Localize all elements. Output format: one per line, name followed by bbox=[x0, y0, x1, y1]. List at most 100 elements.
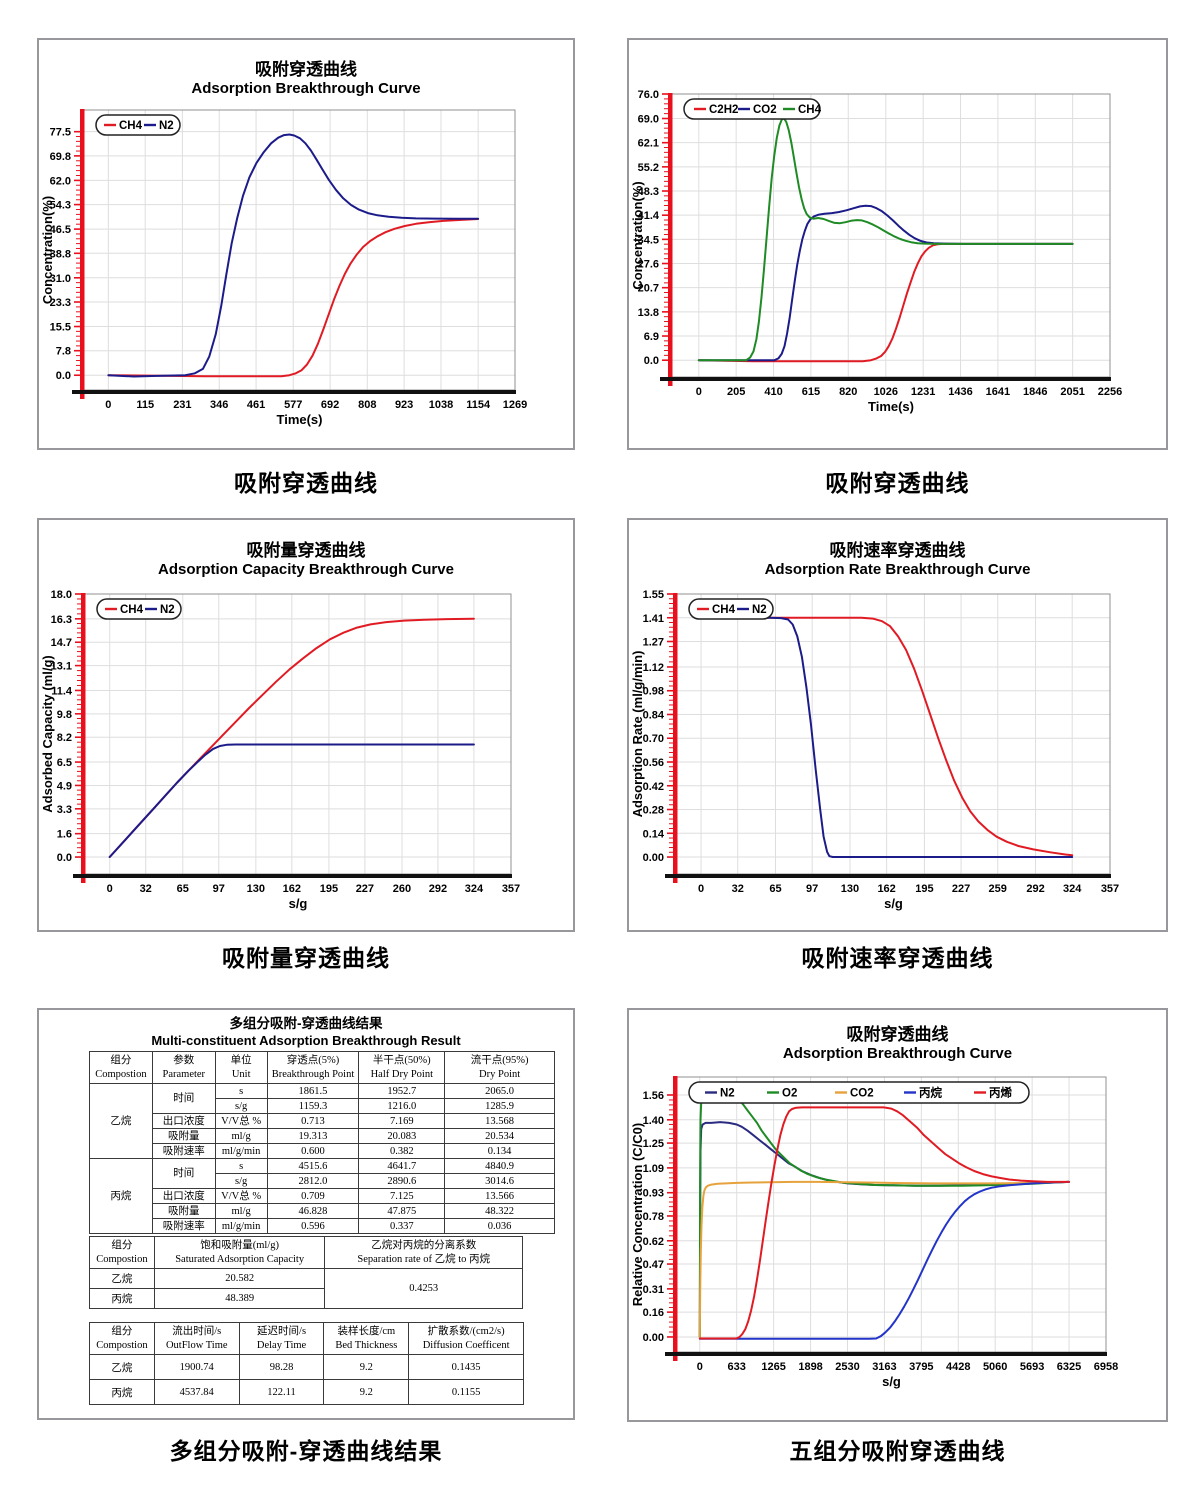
x-axis-label: Time(s) bbox=[868, 399, 914, 414]
legend-label-N2: N2 bbox=[752, 604, 767, 616]
chart-text: 260 bbox=[393, 883, 411, 895]
table-cell: 122.11 bbox=[238, 1379, 325, 1406]
table-cell: ml/g/min bbox=[214, 1218, 268, 1235]
chart-text: 4428 bbox=[946, 1361, 970, 1373]
gridlines bbox=[672, 93, 1111, 377]
adsorption-breakthrough-chart-ch4-n2: 0.0 7.8 15.5 23.3 31.0 38.8 46.5 54.3 62.0 69.8 77… bbox=[40, 59, 527, 427]
table-cell: 1861.5 bbox=[266, 1083, 360, 1100]
chart-title-zh: 吸附速率穿透曲线 bbox=[830, 540, 966, 560]
chart-text: 0.31 bbox=[643, 1284, 664, 1296]
chart-text: 227 bbox=[952, 883, 970, 895]
five-component-breakthrough-chart: 0.00 0.16 0.31 0.47 0.62 0.78 0.93 1.09 1.25 1.40… bbox=[630, 1024, 1118, 1389]
chart-text: 0.00 bbox=[643, 1332, 664, 1344]
chart-title-zh: 吸附量穿透曲线 bbox=[247, 540, 366, 560]
legend: CH4 N2 bbox=[96, 598, 182, 620]
table-cell: 1952.7 bbox=[358, 1083, 446, 1100]
table-cell: 丙烷 bbox=[89, 1288, 155, 1310]
chart-text: 130 bbox=[247, 883, 265, 895]
legend-label-CH4: CH4 bbox=[119, 120, 143, 132]
chart-text: 162 bbox=[283, 883, 301, 895]
gridlines bbox=[677, 1077, 1107, 1352]
chart-text: 357 bbox=[1101, 883, 1119, 895]
chart-text: 0.62 bbox=[643, 1236, 664, 1248]
plot-border bbox=[676, 1076, 1107, 1353]
table-cell: 48.322 bbox=[444, 1203, 555, 1220]
table-cell: 丙烷 bbox=[89, 1379, 155, 1406]
adsorption-capacity-chart: 0.0 1.6 3.3 4.9 6.5 8.2 9.8 11.4 13.1 14.7 16.3 18.… bbox=[40, 540, 520, 911]
chart-text: 1231 bbox=[911, 386, 935, 398]
chart-text: 1.25 bbox=[643, 1138, 664, 1150]
result-table: 组分 Compostion 参数 Parameter 单位 Unit 穿透点(5%) Brea… bbox=[89, 1050, 555, 1235]
chart-text: 1846 bbox=[1023, 386, 1047, 398]
table-cell: 4515.6 bbox=[266, 1158, 360, 1175]
table-row: 乙烷 20.582 0.4253 bbox=[89, 1268, 523, 1310]
chart-text: 2051 bbox=[1060, 386, 1084, 398]
table-cell: 9.2 bbox=[323, 1354, 410, 1381]
chart-text: 1436 bbox=[948, 386, 972, 398]
chart-title-zh: 吸附穿透曲线 bbox=[847, 1024, 949, 1044]
chart-text: 1.27 bbox=[643, 637, 664, 649]
table-cell: 0.337 bbox=[358, 1218, 446, 1235]
table-cell: 吸附量 bbox=[151, 1203, 216, 1220]
series-N2 bbox=[107, 133, 480, 378]
table-cell: 吸附速率 bbox=[151, 1143, 216, 1160]
adsorption-breakthrough-chart-c2h2-co2-ch4: 0.0 6.9 13.8 20.7 27.6 34.5 41.4 48.3 55.2 62.1 69… bbox=[630, 89, 1122, 414]
table-header-cell: 单位 Unit bbox=[214, 1050, 268, 1085]
chart-text: 324 bbox=[1063, 883, 1082, 895]
table-row: 吸附速率 ml/g/min 0.600 0.382 0.134 bbox=[90, 1143, 555, 1160]
chart-text: 6958 bbox=[1094, 1361, 1118, 1373]
legend-label-N2: N2 bbox=[159, 120, 174, 132]
plot-border bbox=[676, 593, 1111, 875]
table-cell: 0.600 bbox=[266, 1143, 360, 1160]
x-axis-label: s/g bbox=[882, 1374, 901, 1389]
chart-text: 4.9 bbox=[57, 780, 72, 792]
table-cell: 13.566 bbox=[444, 1188, 555, 1205]
table-cell: 13.568 bbox=[444, 1113, 555, 1130]
legend-label-CH4: CH4 bbox=[798, 104, 822, 116]
series-CH4 bbox=[107, 218, 480, 378]
chart-text: 13.8 bbox=[638, 307, 659, 319]
table-header-cell: 饱和吸附量(ml/g) Saturated Adsorption Capacity bbox=[153, 1235, 326, 1270]
table-cell: 1159.3 bbox=[266, 1098, 360, 1115]
table-cell: 7.125 bbox=[358, 1188, 446, 1205]
table-header-cell: 半干点(50%) Half Dry Point bbox=[358, 1050, 446, 1085]
table-row: 丙烷 4537.84 122.11 9.2 0.1155 bbox=[89, 1379, 524, 1406]
chart-text: 62.1 bbox=[638, 138, 659, 150]
table-cell: 1285.9 bbox=[444, 1098, 555, 1115]
chart-text: 1026 bbox=[874, 386, 898, 398]
chart-text: 692 bbox=[321, 399, 339, 411]
y-axis-line bbox=[673, 593, 678, 883]
series-group bbox=[700, 616, 1074, 858]
table-cell: 时间 bbox=[151, 1158, 216, 1190]
chart-text: 5693 bbox=[1020, 1361, 1044, 1373]
table-row: 乙烷 时间 s 1861.5 1952.7 2065.0 bbox=[89, 1083, 555, 1160]
table-header-cell: 延迟时间/s Delay Time bbox=[238, 1321, 325, 1356]
table-cell: ml/g/min bbox=[214, 1143, 268, 1160]
chart-title-zh: 吸附穿透曲线 bbox=[255, 59, 357, 79]
legend-box bbox=[683, 98, 821, 120]
series-group bbox=[107, 133, 480, 378]
table-cell: 46.828 bbox=[266, 1203, 360, 1220]
chart-text: 0.70 bbox=[643, 733, 664, 745]
table-cell: 0.709 bbox=[266, 1188, 360, 1205]
series-group bbox=[697, 117, 1074, 363]
legend-label-CO2: CO2 bbox=[753, 104, 777, 116]
chart-text: 9.8 bbox=[57, 709, 72, 721]
caption-result-table: 多组分吸附-穿透曲线结果 bbox=[169, 1438, 443, 1464]
table-cell: 时间 bbox=[151, 1083, 216, 1115]
table-cell: 吸附速率 bbox=[151, 1218, 216, 1235]
result-table-title-en: Multi-constituent Adsorption Breakthroug… bbox=[151, 1032, 461, 1048]
chart-text: 3795 bbox=[909, 1361, 933, 1373]
chart-text: 11.4 bbox=[51, 685, 73, 697]
series-CH4 bbox=[697, 117, 1074, 362]
series-CO2 bbox=[698, 1180, 1070, 1338]
table-header-cell: 组分 Compostion bbox=[89, 1235, 155, 1270]
legend-label-丙烯: 丙烯 bbox=[989, 1086, 1012, 1100]
table-cell: 2065.0 bbox=[444, 1083, 555, 1100]
chart-text: 32 bbox=[732, 883, 744, 895]
series-丙烯 bbox=[698, 1106, 1070, 1340]
chart-text: 23.3 bbox=[50, 297, 71, 309]
chart-text: 0.0 bbox=[57, 852, 72, 864]
chart-text: 0.56 bbox=[643, 757, 664, 769]
table-cell: 0.134 bbox=[444, 1143, 555, 1160]
